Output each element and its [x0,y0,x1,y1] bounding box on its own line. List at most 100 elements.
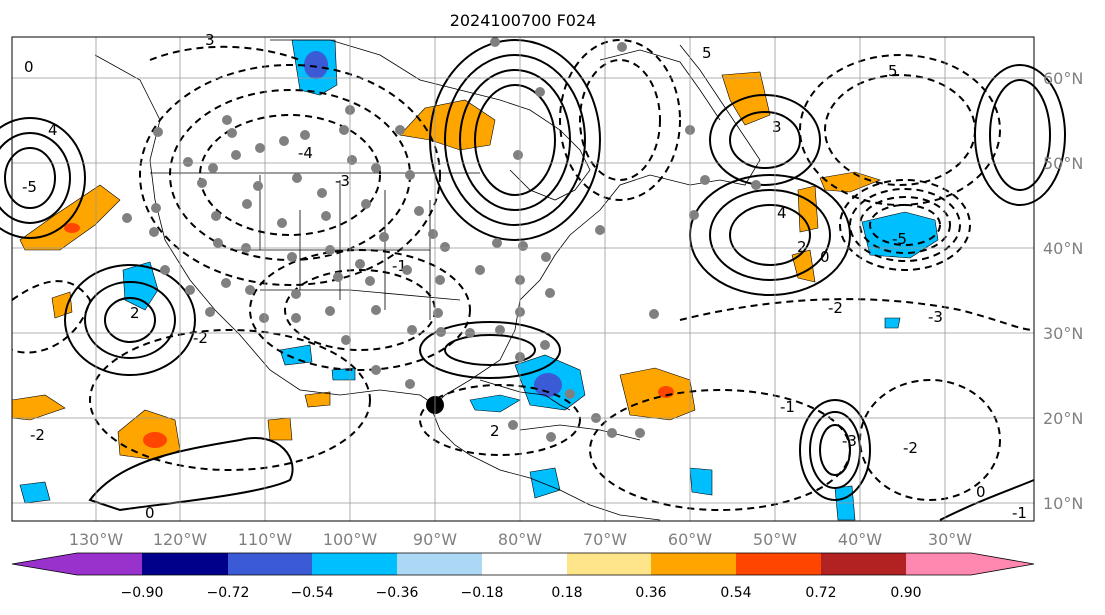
contour-solid [419,321,561,379]
red-core [64,223,80,233]
contour-label: 0 [145,504,155,522]
contour-label: -3 [335,172,350,190]
blue-patch [689,467,713,496]
colorbar-tick-label: −0.90 [121,585,164,601]
lat-tick-label: 60°N [1043,69,1083,88]
colorbar-swatch [77,553,142,575]
lon-tick-label: 70°W [583,530,627,549]
blue-patch [279,344,313,366]
contour-label: -2 [903,439,918,457]
contour-label: -3 [928,308,943,326]
contour-label: -2 [828,299,843,317]
graticule [12,37,1034,521]
contour-dashed [799,54,1001,206]
lat-tick-label: 10°N [1043,494,1083,513]
blue-core [534,373,562,397]
contour-solid [729,204,811,266]
contour-dashed [419,384,581,456]
contour-label: -2 [193,329,208,347]
contour-solid [799,399,871,501]
contour-solid [104,297,156,343]
lat-tick-label: 30°N [1043,324,1083,343]
colorbar-under [12,553,77,575]
red-core [143,432,167,448]
lon-tick-label: 80°W [498,530,542,549]
contour-dashed [249,249,471,371]
contour-solid [939,479,1035,521]
blue-patch [861,211,939,259]
lon-tick-label: 40°W [838,530,882,549]
blue-patch [19,481,51,504]
colorbar-tick-label: 0.54 [720,585,751,601]
colorbar-tick-label: 0.72 [805,585,836,601]
blue-patch [469,394,521,413]
contour-label: 2 [130,304,140,322]
contour-solid [459,69,571,211]
contour-solid [444,334,536,366]
contour-label: 4 [48,121,58,139]
contour-label: 3 [205,31,215,49]
contour-label: -3 [842,432,857,450]
colorbar-tick-label: 0.90 [890,585,921,601]
lon-tick-label: 90°W [413,530,457,549]
lat-tick-label: 20°N [1043,409,1083,428]
contour-label: 4 [777,204,787,222]
contour-label: -5 [22,178,37,196]
map-panel: 4 3 2 0 -5 -4 -3 -2 -1 5 3 4 -3 2 0 -2 5… [0,31,1066,522]
colorbar-tick-label: 0.18 [551,585,582,601]
map-border [11,36,1035,522]
orange-patch [619,367,696,421]
colorbar-swatch [312,553,397,575]
colorbar [11,552,1035,576]
contour-dashed [559,39,681,201]
contour-dashed [149,45,301,61]
colorbar-tick-label: −0.18 [461,585,504,601]
contour-label: 2 [490,422,500,440]
contour-dashed [139,64,441,286]
contour-dashed [579,59,661,181]
contour-label: 0 [976,483,986,501]
station-dots [122,37,761,442]
contour-dashed [849,188,961,262]
contour-dashed [11,280,92,354]
colorbar-swatch [651,553,736,575]
contour-solid [88,437,294,512]
colorbar-swatch [142,553,228,575]
orange-patch [267,417,293,441]
contour-label: 2 [797,238,807,256]
blue-core [304,51,328,79]
colorbar-swatch [906,553,971,575]
colorbar-swatch [736,553,821,575]
lon-tick-label: 110°W [238,530,293,549]
orange-patch [51,291,73,319]
contour-solid [444,54,586,226]
colorbar-swatch [567,553,651,575]
colorbar-swatch [821,553,906,575]
contour-dashed [869,204,941,246]
contour-dashed [839,179,971,271]
colorbar-tick-label: −0.54 [291,585,334,601]
contour-label: -1 [1012,504,1027,522]
contour-dashed [679,298,1035,331]
contours [0,39,1066,521]
contour-solid [0,117,86,239]
contour-solid [429,39,601,241]
contour-solid [64,264,196,376]
contour-dashed [824,74,976,186]
contour-label: -5 [892,230,907,248]
contour-label: 5 [702,44,712,62]
lon-axis: 130°W 120°W 110°W 100°W 90°W 80°W 70°W 6… [69,530,972,549]
contour-solid [989,79,1051,191]
colorbar-swatch [397,553,482,575]
contour-solid [0,132,71,224]
colorbar-tick-label: 0.36 [635,585,666,601]
lat-tick-label: 40°N [1043,239,1083,258]
orange-patch [19,184,121,251]
map-title: 2024100700 F024 [450,11,597,30]
lat-tick-label: 50°N [1043,154,1083,173]
orange-patch [304,391,331,408]
contour-label: -4 [298,144,313,162]
contour-solid [474,84,556,196]
shaded-fields [11,39,939,521]
